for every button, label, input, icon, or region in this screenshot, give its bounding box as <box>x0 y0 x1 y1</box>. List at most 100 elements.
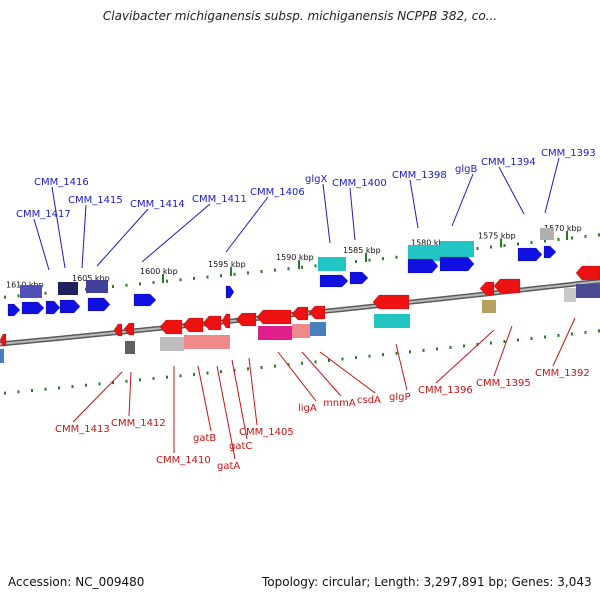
tick-mark <box>193 276 195 280</box>
gene-label[interactable]: CMM_1398 <box>392 170 447 181</box>
tick-mark <box>382 353 384 357</box>
tick-mark <box>220 274 222 278</box>
reverse-gene[interactable] <box>479 281 495 296</box>
reverse-gene[interactable] <box>0 333 7 347</box>
gene-label[interactable]: CMM_1396 <box>418 385 473 396</box>
gene-label[interactable]: CMM_1394 <box>481 157 536 168</box>
forward-gene[interactable] <box>45 300 61 315</box>
feature-box[interactable] <box>408 245 440 261</box>
gene-label[interactable]: ligA <box>298 403 317 414</box>
kbp-tick-label: 1600 kbp <box>140 267 178 276</box>
tick-mark <box>490 245 492 249</box>
kbp-tick-label: 1575 kbp <box>478 231 516 240</box>
gene-label[interactable]: gatC <box>229 441 252 452</box>
leader-line <box>435 329 495 384</box>
feature-box[interactable] <box>184 335 230 349</box>
tick-mark <box>44 291 47 295</box>
feature-box[interactable] <box>310 322 326 336</box>
feature-box[interactable] <box>0 349 4 363</box>
label-leaders <box>33 157 576 460</box>
gene-label[interactable]: CMM_1411 <box>192 194 247 205</box>
feature-box[interactable] <box>292 324 310 338</box>
forward-gene[interactable] <box>407 258 439 274</box>
gene-label[interactable]: CMM_1395 <box>476 378 531 389</box>
gene-label[interactable]: glgX <box>305 174 327 185</box>
gene-label[interactable]: CMM_1413 <box>55 424 110 435</box>
leader-line <box>33 218 50 271</box>
tick-mark <box>544 239 546 243</box>
gene-label[interactable]: CMM_1410 <box>156 455 211 466</box>
reverse-gene[interactable] <box>493 278 521 294</box>
kbp-tick-label: 1580 kbp <box>411 239 449 248</box>
tick-mark <box>260 366 263 370</box>
gene-label[interactable]: glgP <box>389 392 411 403</box>
gene-label[interactable]: CMM_1417 <box>16 209 71 220</box>
reverse-gene[interactable] <box>182 317 204 333</box>
reverse-gene[interactable] <box>575 265 600 281</box>
forward-gene[interactable] <box>543 245 557 259</box>
reverse-gene[interactable] <box>159 319 183 335</box>
gene-label[interactable]: CMM_1393 <box>541 148 596 159</box>
gene-label[interactable]: CMM_1406 <box>250 187 305 198</box>
forward-gene[interactable] <box>87 297 111 312</box>
tick-mark <box>193 372 195 376</box>
gene-label[interactable]: CMM_1416 <box>34 177 89 188</box>
tick-mark <box>463 344 465 348</box>
gene-label[interactable]: gatA <box>217 461 240 472</box>
forward-gene[interactable] <box>59 299 81 314</box>
feature-box[interactable] <box>540 228 554 240</box>
kbp-tick-label: 1590 kbp <box>276 253 314 262</box>
reverse-gene[interactable] <box>221 313 231 329</box>
gene-label[interactable]: CMM_1415 <box>68 195 123 206</box>
leader-line <box>225 196 269 253</box>
reverse-gene[interactable] <box>235 312 257 327</box>
tick-mark <box>436 347 438 351</box>
gene-label[interactable]: CMM_1392 <box>535 368 590 379</box>
forward-gene[interactable] <box>439 256 475 272</box>
reverse-gene[interactable] <box>113 323 123 337</box>
leader-line <box>128 371 132 417</box>
reverse-gene[interactable] <box>372 294 410 310</box>
feature-box[interactable] <box>258 326 292 340</box>
gene-label[interactable]: CMM_1414 <box>130 199 185 210</box>
feature-box[interactable] <box>564 288 576 302</box>
feature-box[interactable] <box>374 314 410 328</box>
feature-box[interactable] <box>440 241 474 257</box>
tick-mark <box>395 351 398 355</box>
major-tick <box>566 231 568 241</box>
feature-box[interactable] <box>318 257 346 271</box>
forward-gene[interactable] <box>225 285 235 299</box>
feature-box[interactable] <box>125 341 135 354</box>
gene-track <box>0 245 600 347</box>
leader-line <box>493 325 513 377</box>
reverse-gene[interactable] <box>291 306 309 321</box>
forward-gene[interactable] <box>20 285 42 298</box>
reverse-gene[interactable] <box>308 305 326 320</box>
forward-gene[interactable] <box>58 282 78 295</box>
gene-label[interactable]: glgB <box>455 164 477 175</box>
gene-label[interactable]: CMM_1400 <box>332 178 387 189</box>
forward-gene[interactable] <box>517 247 543 262</box>
gene-label[interactable]: csdA <box>357 395 381 406</box>
gene-label[interactable]: mnmA <box>323 398 356 409</box>
gene-label[interactable]: CMM_1405 <box>239 427 294 438</box>
gene-label[interactable]: CMM_1412 <box>111 418 166 429</box>
forward-gene[interactable] <box>133 293 157 307</box>
forward-gene[interactable] <box>21 301 45 315</box>
forward-gene[interactable] <box>7 303 21 317</box>
feature-box[interactable] <box>482 300 496 313</box>
gene-label[interactable]: gatB <box>193 433 216 444</box>
tick-mark <box>206 371 209 375</box>
feature-box[interactable] <box>576 284 600 298</box>
major-tick <box>230 267 232 277</box>
forward-gene[interactable] <box>86 280 108 293</box>
forward-gene[interactable] <box>319 274 349 288</box>
reverse-gene[interactable] <box>202 315 222 331</box>
forward-gene[interactable] <box>349 271 369 285</box>
reverse-gene[interactable] <box>123 322 135 336</box>
feature-box[interactable] <box>160 337 184 351</box>
reverse-gene[interactable] <box>256 309 292 325</box>
tick-mark <box>85 383 87 387</box>
leader-line <box>277 351 317 402</box>
